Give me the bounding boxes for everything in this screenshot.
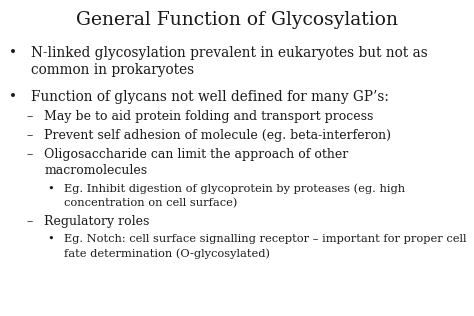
- Text: N-linked glycosylation prevalent in eukaryotes but not as: N-linked glycosylation prevalent in euka…: [31, 46, 428, 60]
- Text: Prevent self adhesion of molecule (eg. beta-interferon): Prevent self adhesion of molecule (eg. b…: [44, 129, 391, 142]
- Text: macromolecules: macromolecules: [44, 164, 147, 177]
- Text: concentration on cell surface): concentration on cell surface): [64, 198, 237, 209]
- Text: Eg. Notch: cell surface signalling receptor – important for proper cell: Eg. Notch: cell surface signalling recep…: [64, 234, 466, 244]
- Text: fate determination (O-glycosylated): fate determination (O-glycosylated): [64, 248, 270, 259]
- Text: common in prokaryotes: common in prokaryotes: [31, 63, 194, 77]
- Text: •: •: [47, 234, 54, 244]
- Text: May be to aid protein folding and transport process: May be to aid protein folding and transp…: [44, 110, 374, 123]
- Text: Function of glycans not well defined for many GP’s:: Function of glycans not well defined for…: [31, 89, 389, 104]
- Text: –: –: [26, 110, 32, 123]
- Text: Regulatory roles: Regulatory roles: [44, 215, 149, 228]
- Text: –: –: [26, 149, 32, 161]
- Text: Oligosaccharide can limit the approach of other: Oligosaccharide can limit the approach o…: [44, 149, 348, 161]
- Text: General Function of Glycosylation: General Function of Glycosylation: [76, 11, 398, 29]
- Text: •: •: [9, 89, 17, 104]
- Text: –: –: [26, 129, 32, 142]
- Text: •: •: [9, 46, 17, 60]
- Text: Eg. Inhibit digestion of glycoprotein by proteases (eg. high: Eg. Inhibit digestion of glycoprotein by…: [64, 184, 405, 194]
- Text: –: –: [26, 215, 32, 228]
- Text: •: •: [47, 184, 54, 194]
